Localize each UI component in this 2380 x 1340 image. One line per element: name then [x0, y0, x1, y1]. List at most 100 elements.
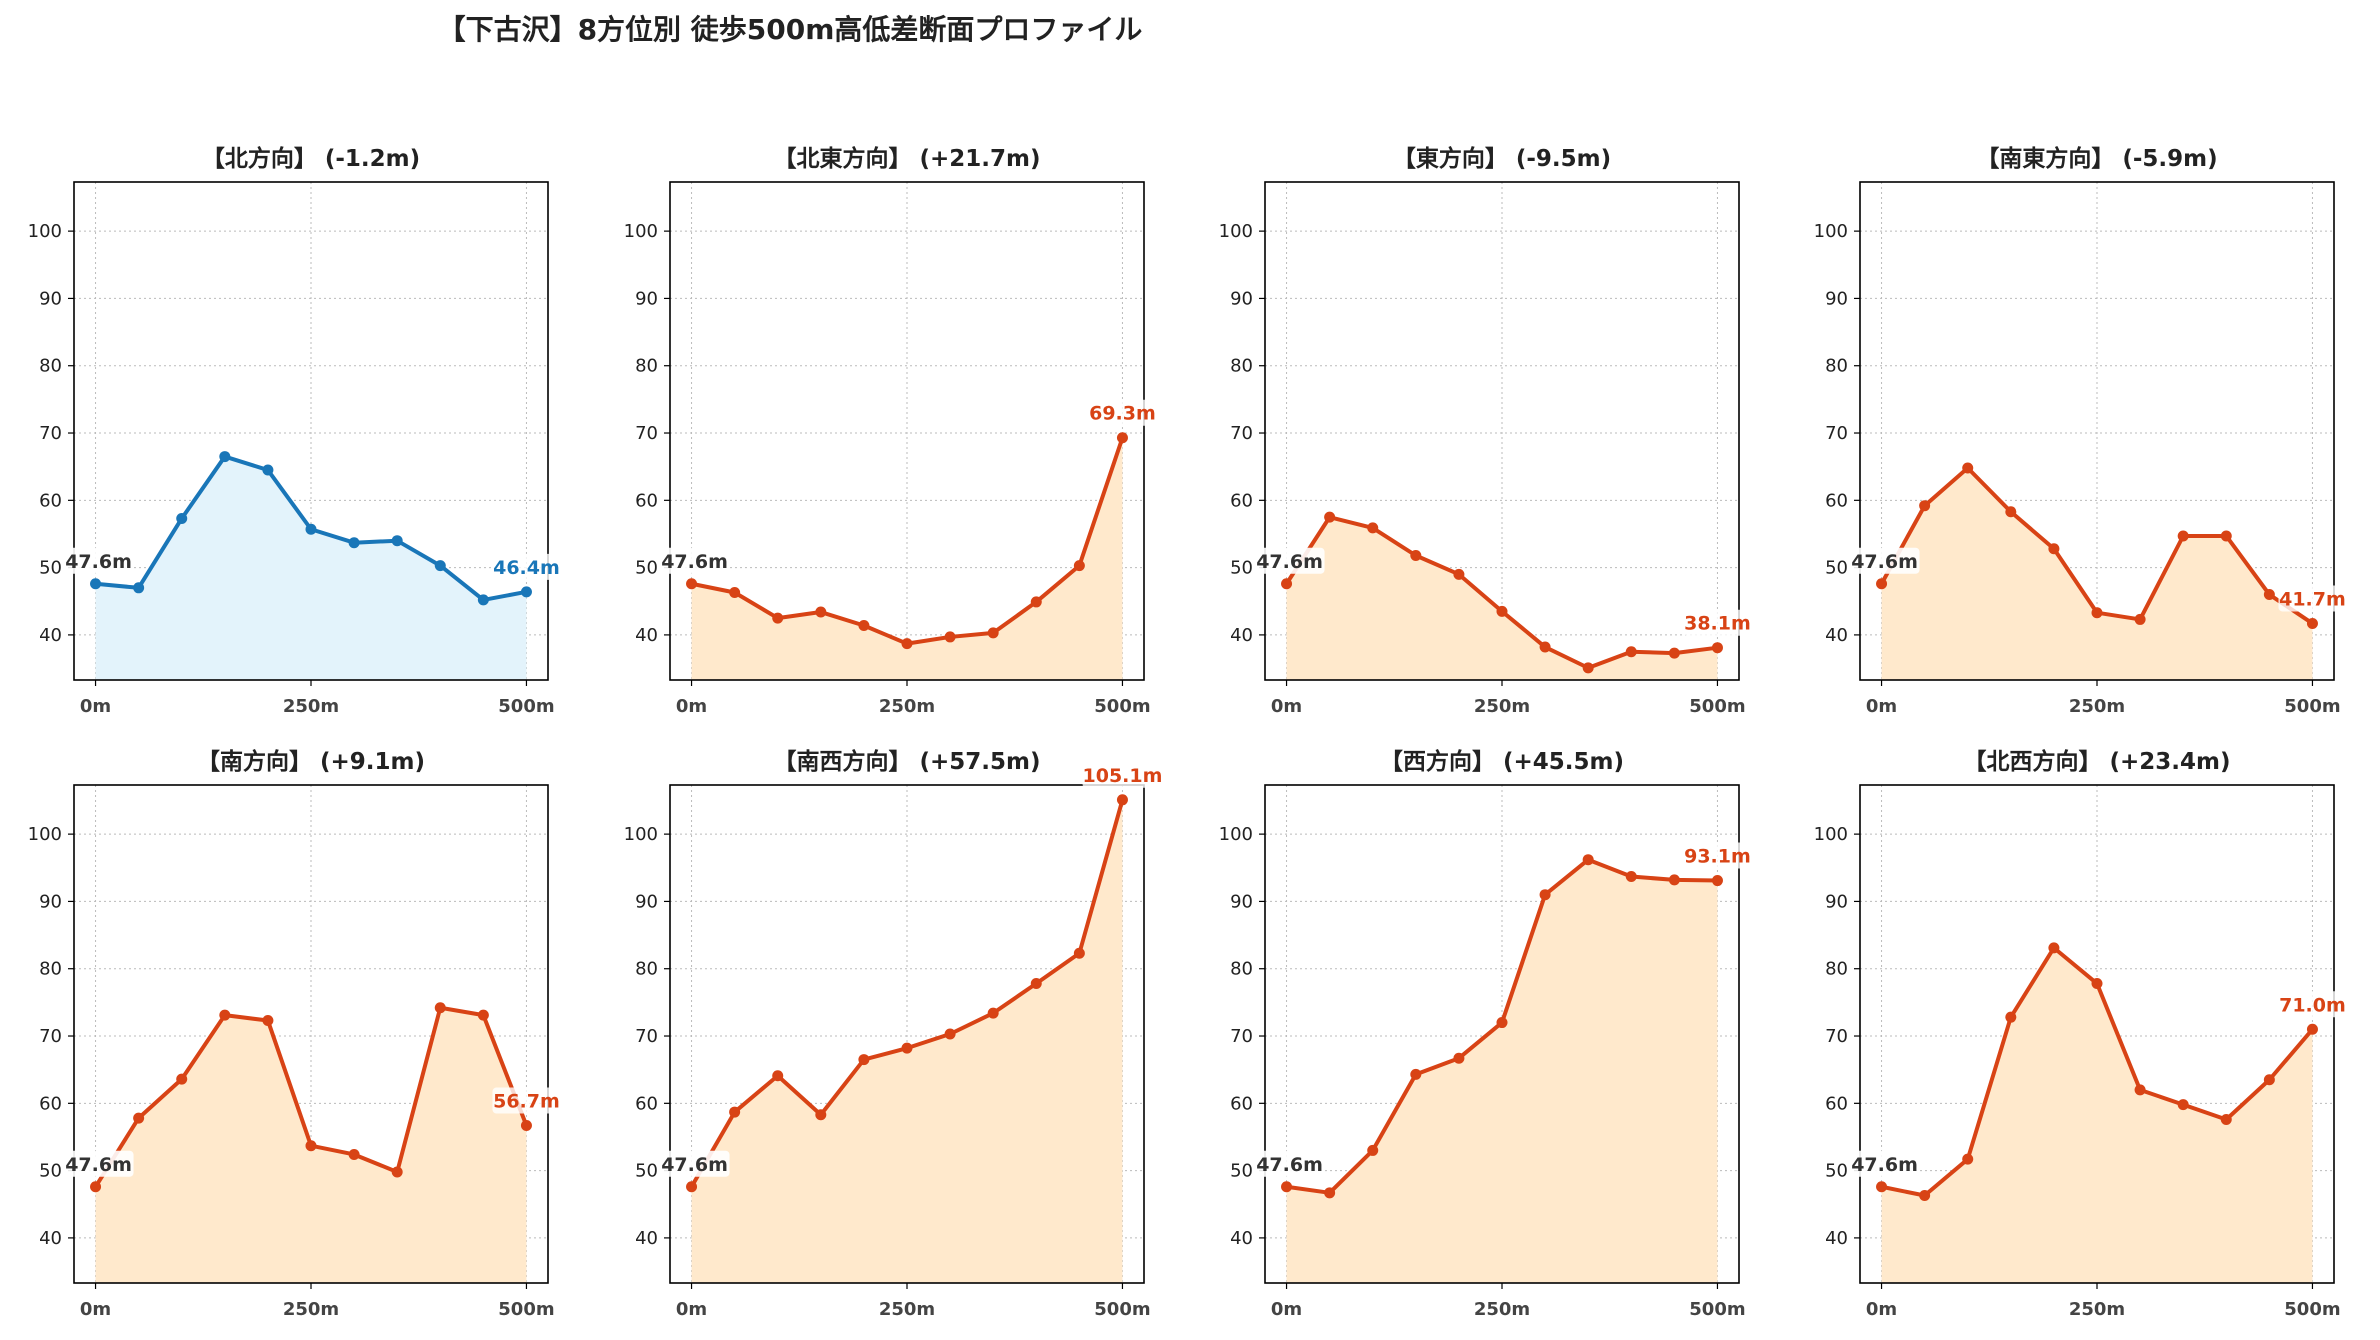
data-point	[944, 631, 956, 643]
data-point	[1030, 978, 1042, 990]
data-point	[1625, 646, 1637, 658]
x-tick-label: 250m	[1474, 1299, 1530, 1320]
data-point	[2263, 589, 2275, 601]
y-tick-label: 70	[1230, 1026, 1253, 1047]
data-point	[2263, 1074, 2275, 1086]
data-point	[1073, 947, 1085, 959]
start-label-box	[659, 1150, 730, 1177]
y-tick-label: 100	[624, 824, 658, 845]
data-point	[305, 523, 317, 535]
data-point	[1116, 432, 1128, 444]
y-tick-label: 50	[1230, 558, 1253, 579]
profile-area	[1286, 859, 1718, 1283]
y-tick-label: 40	[39, 1228, 62, 1249]
data-point	[901, 638, 913, 650]
start-label-box	[659, 547, 730, 574]
profile-panel-7: 40 50 60 70 80 90 100 0m 250m 500m 【西方向】 (+45.5m) 4…	[1219, 748, 1752, 1320]
panel-title: 【北西方向】 (+23.4m)	[1963, 748, 2230, 775]
x-tick-label: 500m	[1689, 1299, 1745, 1320]
data-point	[262, 464, 274, 476]
start-value-label: 47.6m	[1256, 1154, 1323, 1176]
end-value-label: 71.0m	[2279, 994, 2346, 1016]
data-point	[1367, 1144, 1379, 1156]
data-point	[1876, 1181, 1888, 1193]
panel-title: 【南東方向】 (-5.9m)	[1976, 145, 2217, 172]
y-tick-label: 50	[1825, 1161, 1848, 1182]
y-tick-label: 80	[1230, 356, 1253, 377]
end-value-label: 69.3m	[1089, 403, 1156, 425]
data-point	[1496, 605, 1508, 617]
profile-panel-3: 40 50 60 70 80 90 100 0m 250m 500m 【東方向】 (-9.5m) 47…	[1219, 145, 1752, 717]
profile-area	[1881, 947, 2313, 1283]
data-point	[2306, 617, 2318, 629]
data-point	[1281, 1181, 1293, 1193]
profile-panel-5: 40 50 60 70 80 90 100 0m 250m 500m 【南方向】 (+9.1m) 47…	[28, 748, 561, 1320]
y-tick-label: 70	[1825, 1026, 1848, 1047]
data-point	[305, 1140, 317, 1152]
x-tick-label: 0m	[1271, 696, 1302, 717]
profile-area	[95, 456, 527, 680]
y-tick-label: 40	[1230, 625, 1253, 646]
data-point	[219, 451, 231, 463]
data-point	[2091, 978, 2103, 990]
start-label-box	[1254, 1150, 1325, 1177]
data-point	[1073, 560, 1085, 572]
y-tick-label: 50	[635, 558, 658, 579]
profile-panel-2: 40 50 60 70 80 90 100 0m 250m 500m 【北東方向】 (+21.7m)…	[624, 145, 1157, 717]
data-point	[1030, 596, 1042, 608]
data-point	[1711, 875, 1723, 887]
end-label-box	[1082, 761, 1163, 788]
data-point	[2005, 1011, 2017, 1023]
y-tick-label: 60	[39, 490, 62, 511]
y-tick-label: 60	[635, 1093, 658, 1114]
start-value-label: 47.6m	[661, 551, 728, 573]
x-tick-label: 250m	[283, 1299, 339, 1320]
y-tick-label: 90	[635, 288, 658, 309]
panel-title: 【南方向】 (+9.1m)	[197, 748, 425, 775]
y-tick-label: 70	[1230, 423, 1253, 444]
data-point	[2091, 607, 2103, 619]
end-value-label: 46.4m	[493, 557, 560, 579]
data-point	[1711, 642, 1723, 654]
data-point	[1453, 1052, 1465, 1064]
panel-title: 【北方向】 (-1.2m)	[202, 145, 420, 172]
x-tick-label: 250m	[283, 696, 339, 717]
x-tick-label: 0m	[1271, 1299, 1302, 1320]
profile-panel-4: 40 50 60 70 80 90 100 0m 250m 500m 【南東方向】 (-5.9m) 4…	[1814, 145, 2347, 717]
data-point	[729, 587, 741, 599]
data-point	[391, 535, 403, 547]
y-tick-label: 40	[635, 1228, 658, 1249]
x-tick-label: 0m	[676, 696, 707, 717]
x-tick-label: 0m	[1866, 696, 1897, 717]
data-point	[1962, 1153, 1974, 1165]
y-tick-label: 60	[39, 1093, 62, 1114]
x-tick-label: 250m	[879, 1299, 935, 1320]
data-point	[477, 1009, 489, 1021]
x-tick-label: 0m	[80, 696, 111, 717]
y-tick-label: 40	[635, 625, 658, 646]
data-point	[1324, 1187, 1336, 1199]
x-tick-label: 500m	[1689, 696, 1745, 717]
data-point	[1539, 641, 1551, 653]
x-tick-label: 0m	[1866, 1299, 1897, 1320]
x-tick-label: 0m	[676, 1299, 707, 1320]
start-value-label: 47.6m	[1256, 551, 1323, 573]
end-label-box	[2278, 585, 2347, 612]
data-point	[772, 1070, 784, 1082]
data-point	[2177, 530, 2189, 542]
start-label-box	[63, 547, 134, 574]
data-point	[434, 560, 446, 572]
y-tick-label: 100	[1814, 221, 1848, 242]
y-tick-label: 90	[39, 288, 62, 309]
start-label-box	[1849, 1150, 1920, 1177]
data-point	[262, 1015, 274, 1027]
y-tick-label: 80	[39, 959, 62, 980]
data-point	[2134, 1084, 2146, 1096]
profile-area	[691, 799, 1123, 1283]
y-tick-label: 60	[1230, 1093, 1253, 1114]
data-point	[520, 1120, 532, 1132]
data-point	[2005, 506, 2017, 518]
y-tick-label: 60	[1230, 490, 1253, 511]
data-point	[1962, 462, 1974, 474]
